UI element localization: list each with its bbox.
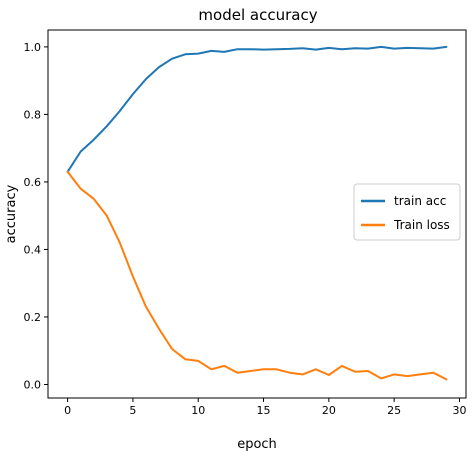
y-axis-ticks: 0.0 0.2 0.4 0.6 0.8 1.0 [24,41,48,391]
y-tick-label: 1.0 [24,41,42,54]
x-axis-title: epoch [237,437,277,452]
x-tick-label: 0 [64,404,71,417]
x-axis-ticks: 0 5 10 15 20 25 30 [64,398,466,417]
series-line-train-acc [66,45,448,173]
plot-area-frame [47,29,467,399]
x-tick-label: 10 [191,404,205,417]
y-axis-title: accuracy [4,184,19,243]
y-tick-label: 0.8 [24,108,42,121]
chart-title: model accuracy [198,6,317,24]
legend-label: train acc [394,194,446,208]
series-lines [66,45,448,381]
x-tick-label: 15 [257,404,271,417]
x-tick-label: 20 [322,404,336,417]
y-tick-label: 0.2 [24,311,42,324]
legend: train acc Train loss [353,183,461,241]
y-tick-label: 0.0 [24,378,42,391]
x-tick-label: 25 [387,404,401,417]
y-tick-label: 0.6 [24,176,42,189]
y-tick-label: 0.4 [24,243,42,256]
x-tick-label: 5 [129,404,136,417]
series-line-train-loss [66,170,448,381]
legend-label: Train loss [393,218,450,232]
x-tick-label: 30 [452,404,466,417]
